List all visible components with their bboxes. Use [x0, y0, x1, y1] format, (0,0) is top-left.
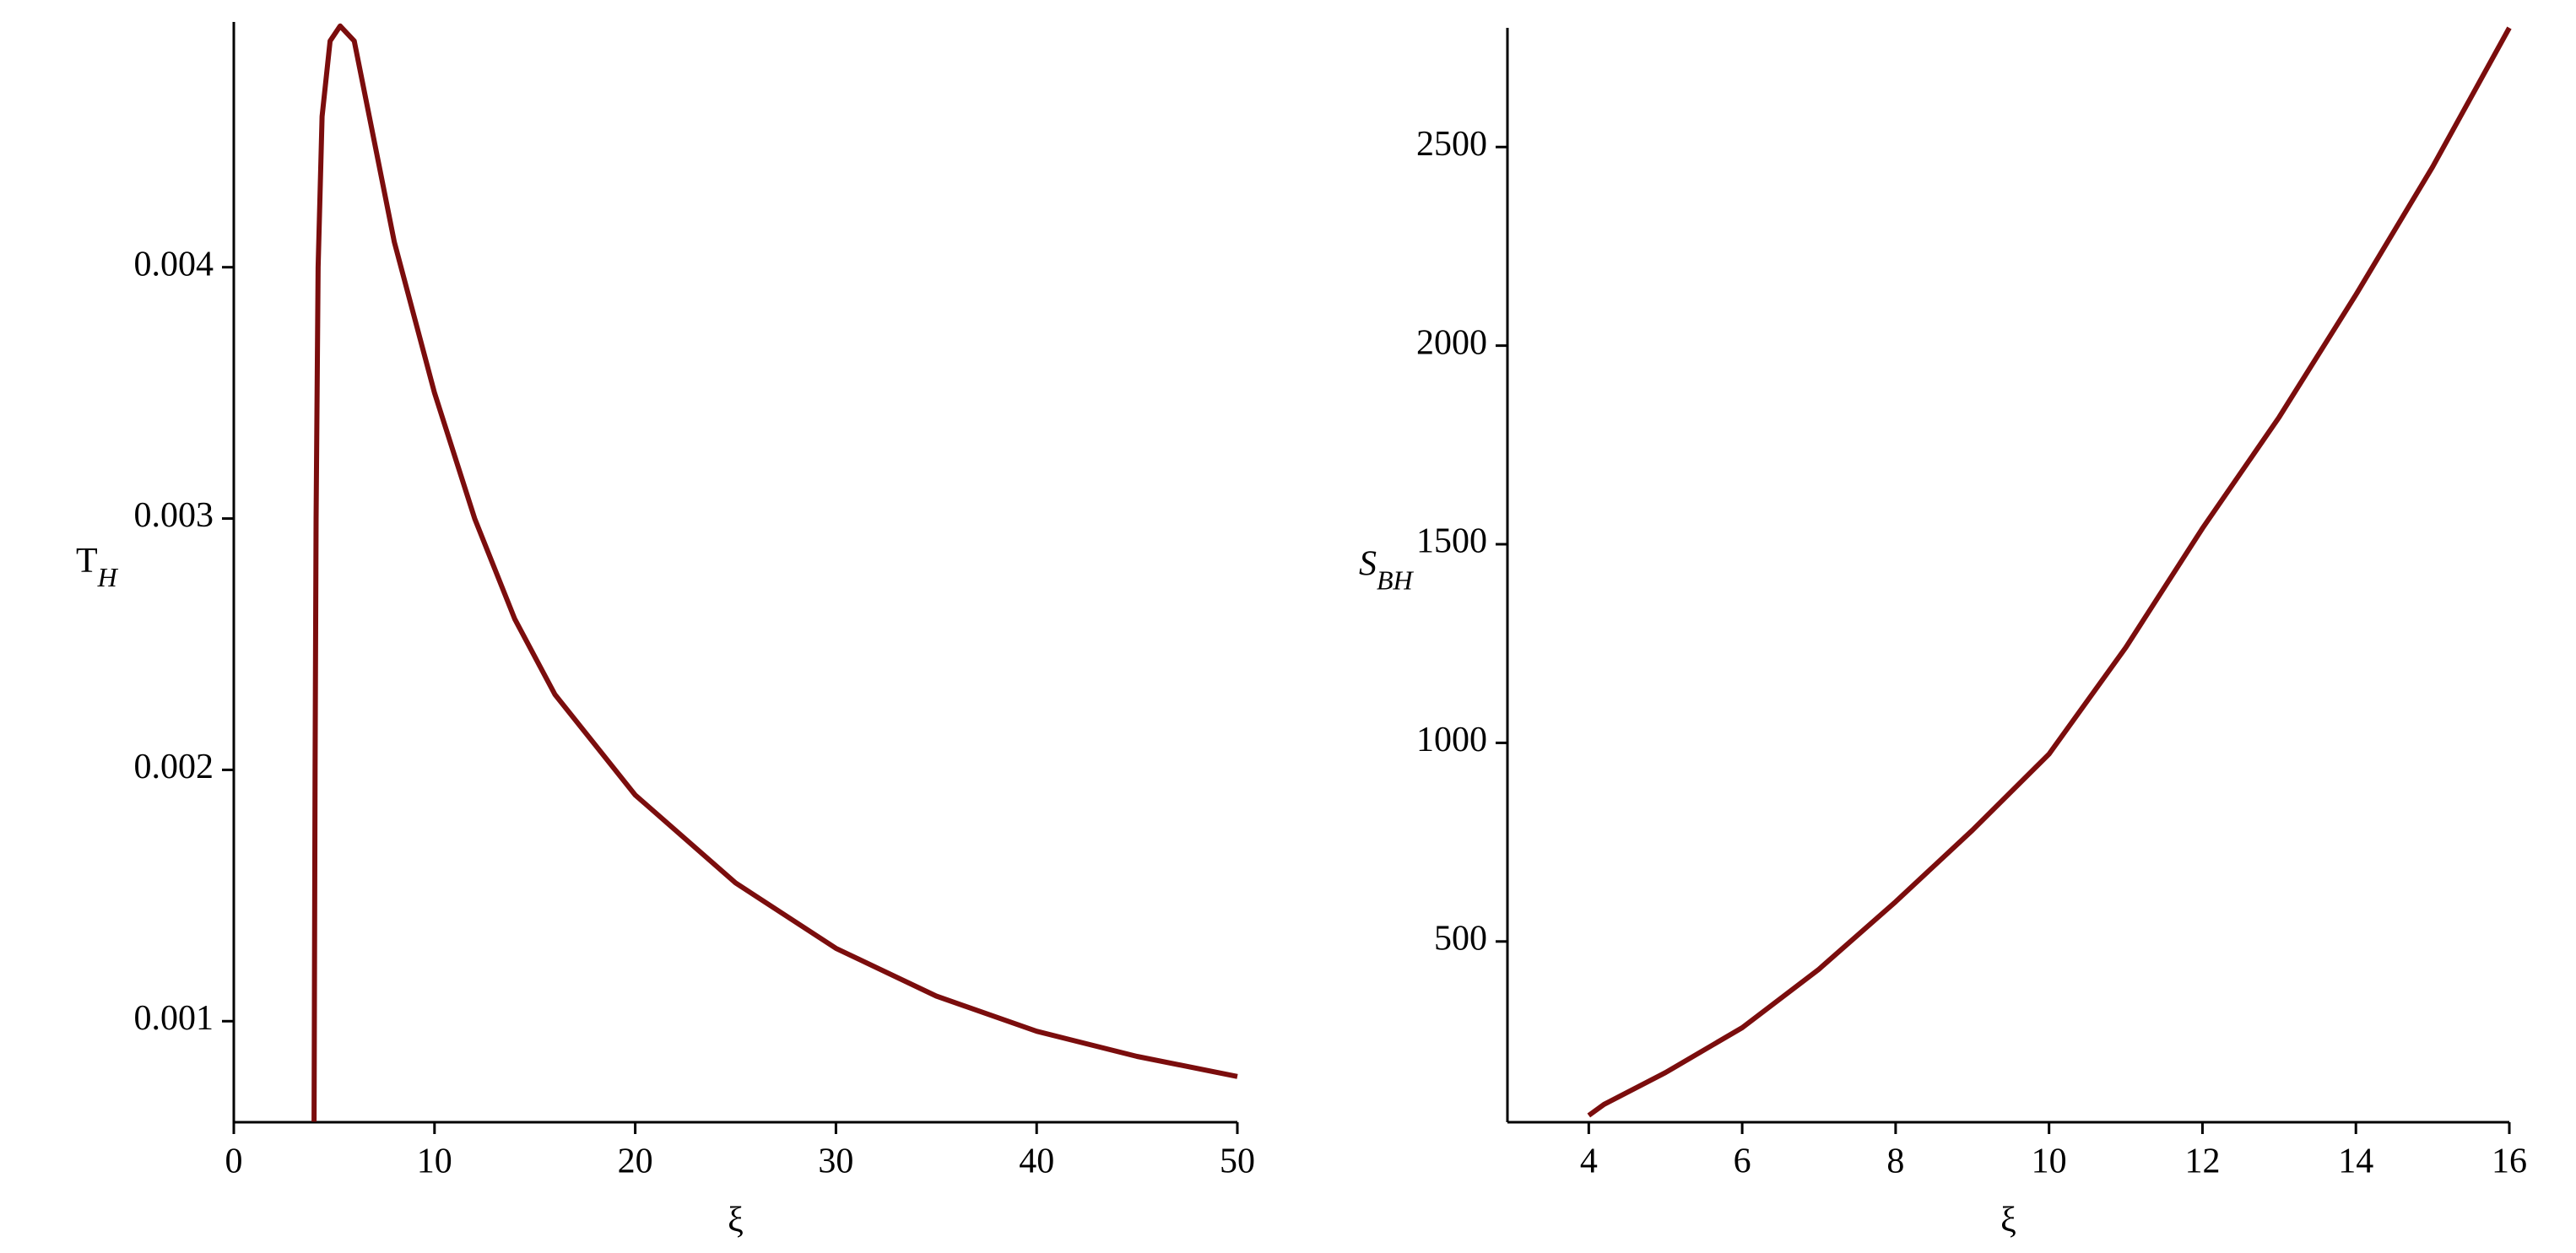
- x-tick-label: 0: [225, 1142, 243, 1181]
- line-series: [1587, 26, 2512, 1118]
- y-tick-label: 0.004: [134, 245, 214, 284]
- y-label-sub: H: [97, 562, 119, 592]
- x-axis-label: ξ: [2000, 1202, 2016, 1240]
- y-label-main: T: [76, 542, 98, 581]
- y-tick-label: 1500: [1416, 522, 1487, 561]
- y-label-sub: BH: [1377, 565, 1415, 596]
- y-tick-label: 0.002: [134, 748, 214, 786]
- x-tick-label: 10: [2032, 1142, 2067, 1181]
- x-tick-label: 20: [618, 1142, 653, 1181]
- y-axis-label: TH: [76, 542, 119, 593]
- x-tick-label: 8: [1886, 1142, 1904, 1181]
- y-label-main: S: [1359, 544, 1377, 583]
- y-tick-label: 2000: [1416, 323, 1487, 362]
- y-tick-label: 0.001: [134, 999, 214, 1038]
- x-axis-label: ξ: [728, 1202, 744, 1240]
- x-tick-label: 4: [1580, 1142, 1598, 1181]
- line-series: [311, 23, 1238, 1122]
- y-tick-label: 0.003: [134, 496, 214, 535]
- y-tick-label: 2500: [1416, 125, 1487, 164]
- x-tick-label: 16: [2492, 1142, 2527, 1181]
- y-axis-label: SBH: [1359, 544, 1415, 596]
- x-tick-label: 50: [1220, 1142, 1255, 1181]
- x-tick-label: 6: [1734, 1142, 1751, 1181]
- x-tick-label: 40: [1019, 1142, 1054, 1181]
- x-tick-label: 10: [417, 1142, 452, 1181]
- x-tick-label: 14: [2338, 1142, 2373, 1181]
- x-tick-label: 30: [818, 1142, 853, 1181]
- y-tick-label: 500: [1434, 919, 1487, 958]
- x-tick-label: 12: [2184, 1142, 2220, 1181]
- y-tick-label: 1000: [1416, 721, 1487, 759]
